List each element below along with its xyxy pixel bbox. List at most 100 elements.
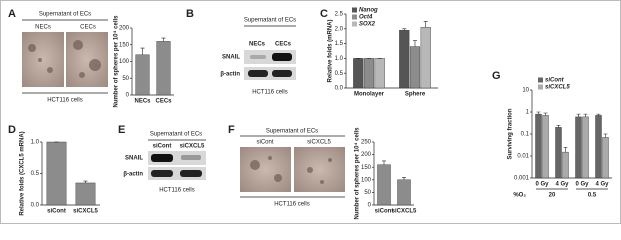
error-bar — [161, 37, 166, 42]
y-tick-label: 0.5 — [31, 171, 40, 177]
legend-swatch — [352, 14, 357, 20]
bar — [409, 46, 421, 89]
error-bar — [382, 160, 386, 165]
error-bar — [603, 133, 608, 138]
error-bar — [563, 146, 568, 153]
y-axis-label: Relative folds (mRNA) — [328, 19, 334, 82]
y-tick-label: 0.1 — [521, 132, 530, 138]
y-tick-label: 50 — [364, 190, 371, 196]
bar — [562, 151, 569, 179]
band — [181, 155, 201, 160]
y-tick-label: 2.0 — [335, 26, 344, 32]
panel-label: E — [118, 124, 125, 136]
x-tick-label: Monolayer — [354, 92, 385, 98]
band — [151, 154, 173, 162]
bar — [353, 58, 364, 89]
y-tick-label: 0 — [126, 93, 130, 99]
y-tick-label: 1.0 — [31, 140, 40, 146]
error-bar — [402, 28, 407, 31]
footer: HCT116 cells — [47, 98, 83, 104]
error-bar — [140, 47, 145, 55]
y-tick-label: 200 — [361, 152, 372, 158]
micrograph — [294, 147, 345, 192]
spheres — [28, 40, 101, 78]
column-label: NECs — [249, 42, 266, 48]
header: Supernatant of ECs — [266, 129, 318, 135]
panel-label: D — [8, 124, 16, 136]
x-tick-label: 4 Gy — [595, 182, 609, 188]
legend-label: SOX2 — [359, 22, 376, 28]
bar — [397, 179, 411, 206]
x-tick-label: siCont — [375, 209, 394, 215]
bar — [575, 116, 582, 179]
error-bar — [576, 113, 581, 117]
y-tick-label: 0.0 — [31, 203, 40, 209]
y-tick-label: 100 — [361, 177, 372, 183]
error-bar — [543, 112, 548, 116]
x-tick-label: siCXCL5 — [392, 209, 417, 215]
y-tick-label: 1.0 — [335, 56, 344, 62]
group-label: 20 — [549, 193, 556, 199]
row-label: β-actin — [220, 72, 240, 78]
error-bar — [596, 113, 601, 116]
legend-swatch — [352, 7, 357, 13]
legend-label: Nanog — [359, 8, 378, 14]
y-tick-label: 10 — [522, 88, 529, 94]
header: Supernatant of ECs — [150, 132, 202, 138]
y-axis-label: Relative folds (CXCL5 mRNA) — [20, 131, 26, 215]
column-label: siCont — [153, 144, 172, 150]
error-bar — [413, 40, 417, 47]
y-tick-label: 150 — [119, 42, 130, 48]
band — [272, 70, 292, 77]
y-tick-label: 1 — [526, 110, 530, 116]
error-bar — [556, 124, 561, 128]
figure: A B C D E F G Supernatant of ECs NECs CE… — [0, 0, 621, 224]
x-tick-label: Sphere — [405, 92, 426, 98]
bar — [46, 141, 67, 206]
header: Supernatant of ECs — [39, 12, 91, 18]
column-label: siCXCL5 — [307, 140, 331, 146]
bar — [542, 115, 549, 179]
y-tick-label: 50 — [122, 76, 129, 82]
band — [272, 53, 292, 61]
error-bar — [402, 176, 406, 180]
y-axis-label: Number of spheres per 10⁴ cells — [114, 15, 120, 108]
bar — [374, 58, 385, 89]
error-bar — [423, 21, 428, 28]
x-tick-label: NECs — [134, 99, 151, 105]
column-label: NECs — [35, 25, 51, 31]
y-tick-label: 0.0 — [335, 86, 344, 92]
x-tick-label: siCXCL5 — [73, 209, 98, 215]
micrograph — [240, 147, 291, 192]
bar — [135, 54, 150, 96]
x-tick-label: 4 Gy — [555, 182, 569, 188]
legend-swatch — [352, 21, 357, 27]
bar — [363, 58, 375, 89]
column-label: siCont — [256, 140, 273, 146]
column-label: CECs — [275, 42, 292, 48]
band — [250, 55, 266, 59]
error-bar — [536, 111, 541, 115]
bar — [420, 27, 431, 89]
y-tick-label: 250 — [361, 140, 372, 146]
y-tick-label: 0.01 — [517, 154, 529, 160]
y-tick-label: 0 — [368, 203, 372, 209]
band — [151, 170, 173, 177]
footer: HCT116 cells — [274, 202, 310, 208]
row-label: β-actin — [123, 172, 143, 178]
legend-label: Oct4 — [359, 15, 373, 21]
footer: HCT116 cells — [252, 90, 288, 96]
legend-swatch — [538, 84, 543, 90]
x-tick-label: 0 Gy — [535, 182, 549, 188]
band — [180, 170, 202, 177]
legend-label: siCont — [545, 78, 565, 84]
bar — [595, 115, 602, 179]
panel-label: G — [492, 70, 501, 82]
y-tick-label: 0.5 — [335, 71, 344, 77]
error-bar — [583, 113, 588, 117]
y-tick-label: 0.001 — [514, 176, 530, 182]
column-label: CECs — [80, 25, 96, 31]
y-tick-label: 1.5 — [335, 41, 344, 47]
micrograph — [66, 32, 108, 87]
bar — [156, 41, 171, 96]
